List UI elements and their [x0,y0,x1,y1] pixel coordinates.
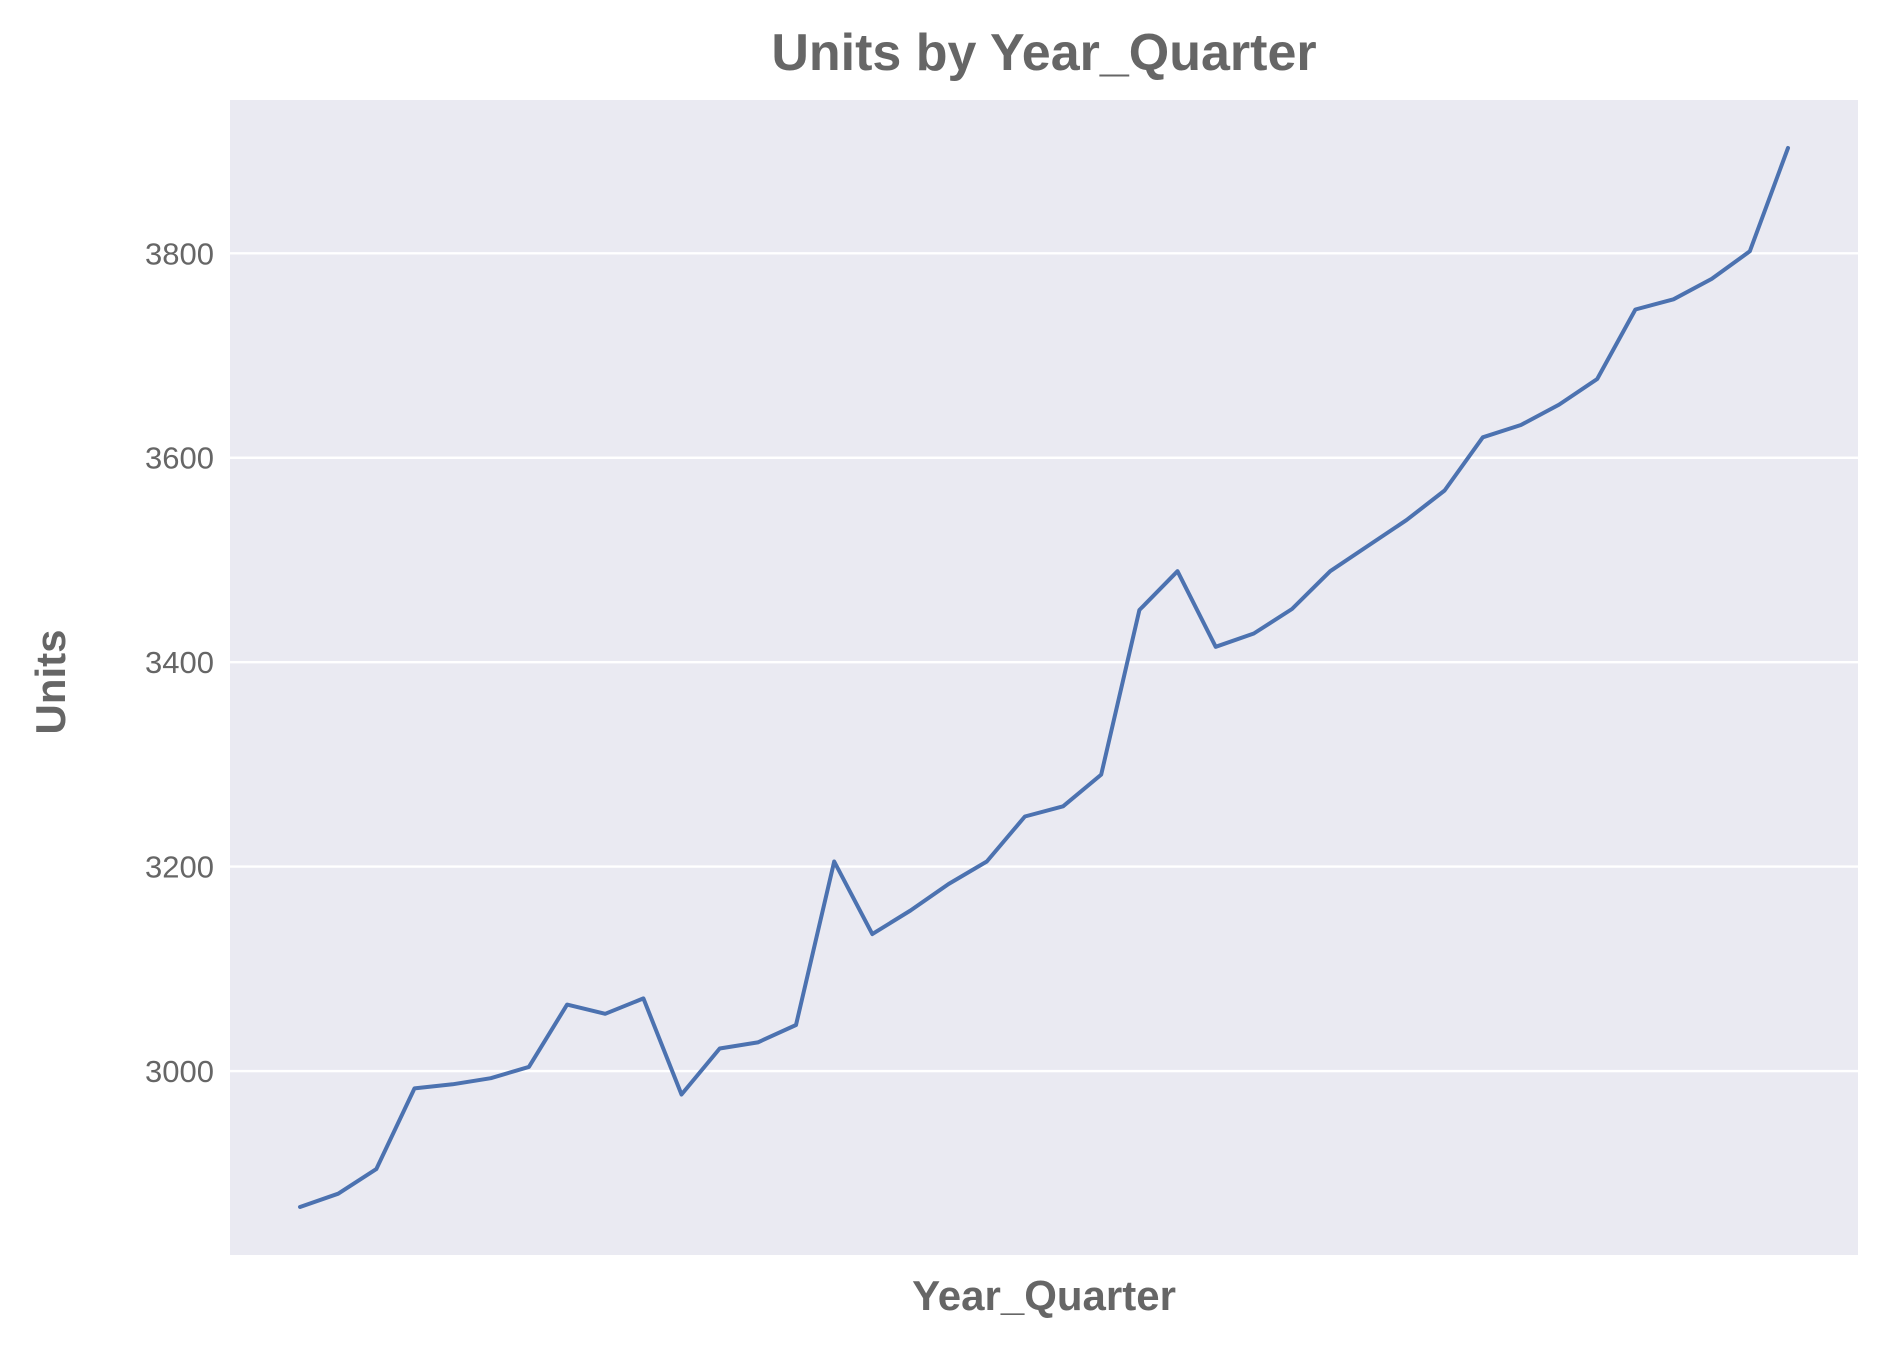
x-axis-label: Year_Quarter [912,1272,1176,1319]
y-axis-ticks: 3000 3200 3400 3600 3800 [145,236,214,1089]
chart-title: Units by Year_Quarter [771,24,1316,82]
plot-area [230,100,1858,1255]
series-lines [298,146,1790,1209]
y-tick-label: 3000 [145,1054,214,1089]
y-axis-label: Units [27,630,74,735]
y-tick-label: 3200 [145,850,214,885]
y-tick-label: 3600 [145,441,214,476]
grid-lines [230,252,1858,1073]
y-tick-label: 3400 [145,645,214,680]
y-tick-label: 3800 [145,236,214,271]
series-line [298,146,1790,1209]
